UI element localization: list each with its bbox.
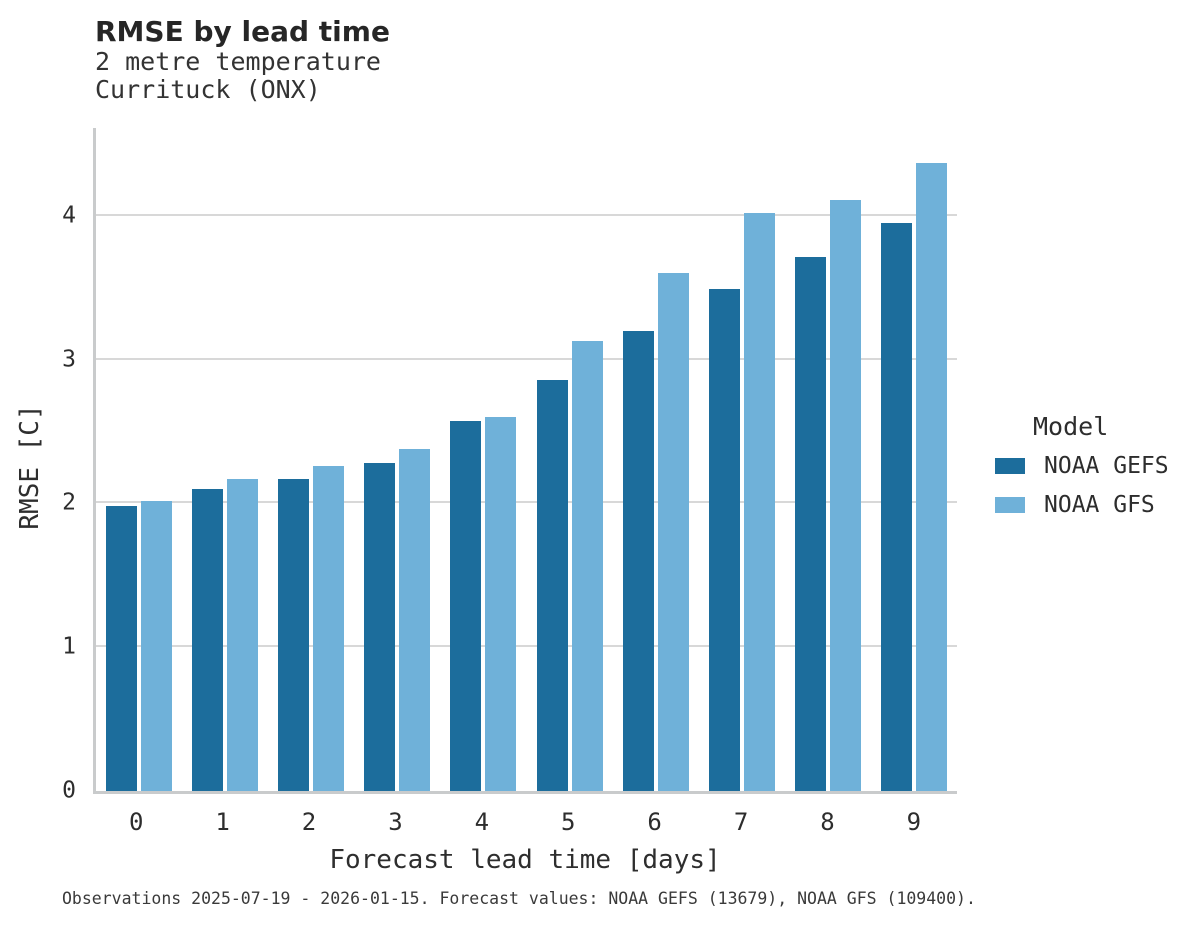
y-tick-label-4: 4 bbox=[62, 202, 76, 229]
x-tick-label-2: 2 bbox=[301, 808, 317, 836]
bar-group-lead-7 bbox=[699, 128, 785, 791]
bar-group-lead-5 bbox=[526, 128, 612, 791]
y-tick-label-0: 0 bbox=[62, 777, 76, 804]
legend-label-noaa-gfs: NOAA GFS bbox=[1044, 492, 1155, 518]
bar-noaa-gefs-lead-9 bbox=[880, 222, 912, 791]
gridline-y-1 bbox=[96, 645, 957, 648]
bar-group-lead-8 bbox=[785, 128, 871, 791]
y-tick-label-2: 2 bbox=[62, 489, 76, 516]
bar-noaa-gefs-lead-5 bbox=[536, 379, 568, 791]
x-tick-label-6: 6 bbox=[647, 808, 662, 836]
gridline-y-4 bbox=[96, 213, 957, 216]
x-axis-label: Forecast lead time [days] bbox=[329, 845, 721, 875]
legend-item-noaa-gfs: NOAA GFS bbox=[995, 492, 1169, 518]
x-tick-label-4: 4 bbox=[474, 808, 490, 836]
x-tick-label-5: 5 bbox=[561, 808, 576, 836]
bar-noaa-gefs-lead-8 bbox=[794, 257, 826, 791]
x-tick-label-3: 3 bbox=[388, 808, 403, 836]
x-tick-label-0: 0 bbox=[128, 808, 144, 836]
bars-layer bbox=[96, 128, 957, 791]
bar-noaa-gefs-lead-4 bbox=[450, 421, 482, 791]
chart-title: RMSE by lead time bbox=[95, 15, 390, 48]
legend-item-noaa-gefs: NOAA GEFS bbox=[995, 453, 1169, 479]
bar-noaa-gfs-lead-8 bbox=[829, 199, 861, 791]
chart-subtitle-variable: 2 metre temperature bbox=[95, 47, 381, 76]
plot-area bbox=[93, 128, 957, 794]
bar-group-lead-9 bbox=[871, 128, 957, 791]
bar-noaa-gfs-lead-3 bbox=[399, 448, 431, 791]
chart-subtitle-station: Currituck (ONX) bbox=[95, 75, 321, 104]
bar-group-lead-1 bbox=[182, 128, 268, 791]
gridline-y-3 bbox=[96, 357, 957, 360]
y-tick-label-1: 1 bbox=[62, 633, 76, 660]
bar-noaa-gefs-lead-2 bbox=[278, 478, 310, 791]
bar-noaa-gefs-lead-3 bbox=[364, 463, 396, 791]
bar-group-lead-0 bbox=[96, 128, 182, 791]
bar-noaa-gefs-lead-1 bbox=[192, 488, 224, 791]
x-axis-tick-labels: 0 1 2 3 4 5 6 7 8 9 bbox=[93, 808, 957, 836]
x-tick-label-9: 9 bbox=[906, 808, 922, 836]
y-axis-tick-labels: 0 1 2 3 4 bbox=[0, 128, 76, 802]
bar-noaa-gfs-lead-7 bbox=[743, 212, 775, 791]
bar-noaa-gefs-lead-0 bbox=[106, 506, 138, 791]
bar-noaa-gfs-lead-5 bbox=[571, 340, 603, 791]
y-tick-label-3: 3 bbox=[62, 346, 76, 373]
legend-swatch-noaa-gfs bbox=[995, 497, 1025, 513]
bar-noaa-gfs-lead-9 bbox=[915, 162, 947, 791]
bar-group-lead-3 bbox=[354, 128, 440, 791]
bar-noaa-gefs-lead-6 bbox=[622, 330, 654, 791]
gridline-y-2 bbox=[96, 501, 957, 504]
footer-caption: Observations 2025-07-19 - 2026-01-15. Fo… bbox=[62, 889, 976, 908]
bar-noaa-gfs-lead-4 bbox=[485, 417, 517, 791]
bar-noaa-gfs-lead-0 bbox=[141, 500, 173, 791]
bar-group-lead-4 bbox=[440, 128, 526, 791]
legend-title: Model bbox=[1033, 412, 1109, 441]
x-tick-label-7: 7 bbox=[733, 808, 749, 836]
title-block: RMSE by lead time 2 metre temperature Cu… bbox=[95, 16, 390, 104]
bar-group-lead-6 bbox=[613, 128, 699, 791]
bar-noaa-gfs-lead-6 bbox=[657, 273, 689, 791]
bar-noaa-gfs-lead-1 bbox=[227, 478, 259, 791]
legend-swatch-noaa-gefs bbox=[995, 458, 1025, 474]
bar-group-lead-2 bbox=[268, 128, 354, 791]
legend-label-noaa-gefs: NOAA GEFS bbox=[1044, 453, 1169, 479]
x-tick-label-1: 1 bbox=[215, 808, 230, 836]
bar-noaa-gfs-lead-2 bbox=[313, 465, 345, 791]
bar-noaa-gefs-lead-7 bbox=[708, 289, 740, 791]
x-tick-label-8: 8 bbox=[820, 808, 835, 836]
legend: Model NOAA GEFS NOAA GFS bbox=[995, 412, 1169, 531]
